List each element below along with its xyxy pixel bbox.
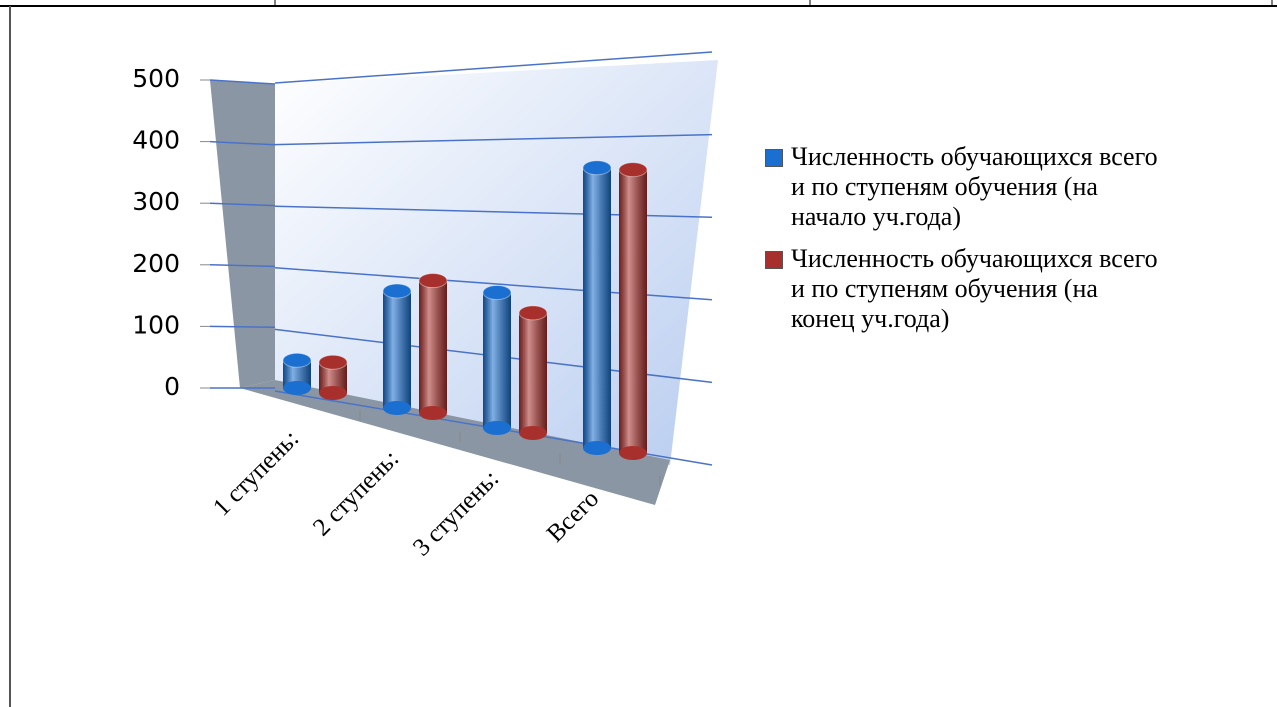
legend-swatch (765, 251, 783, 269)
bar-bottom (283, 381, 311, 395)
bar-shade (483, 292, 511, 428)
x-tick-label: 1 ступень: (208, 425, 304, 521)
y-tick-label: 300 (132, 187, 180, 216)
grid-line (209, 79, 276, 85)
bar (482, 284, 512, 435)
bar (418, 273, 448, 420)
floor (240, 380, 670, 505)
bar-top (318, 354, 348, 370)
bar-shade (519, 312, 547, 433)
legend-swatch (765, 149, 783, 167)
grid-line (209, 264, 276, 268)
grid-line (209, 325, 276, 328)
grid-line (209, 140, 276, 146)
bar-top (618, 162, 648, 178)
legend-entry: Численность обучающихся всего и по ступе… (765, 244, 1165, 334)
bar-shade (383, 290, 411, 408)
y-tick-label: 200 (132, 249, 180, 278)
legend: Численность обучающихся всего и по ступе… (765, 142, 1165, 346)
grid-line (274, 51, 713, 84)
bar-bottom (383, 401, 411, 415)
bar (518, 305, 548, 440)
bar-shade (419, 280, 447, 413)
bar-bottom (519, 426, 547, 440)
bar (318, 354, 348, 400)
y-tick-label: 400 (132, 126, 180, 155)
grid-line (209, 202, 276, 207)
bar-bottom (619, 446, 647, 460)
x-tick-label: 2 ступень: (308, 445, 404, 541)
grid-line (274, 133, 713, 146)
legend-label: Численность обучающихся всего и по ступе… (791, 142, 1158, 231)
bar (282, 352, 312, 395)
y-tick-label: 100 (132, 310, 180, 339)
bar-top (382, 283, 412, 299)
bar-shade (619, 169, 647, 453)
bar-shade (583, 167, 611, 448)
bar-bottom (419, 406, 447, 420)
bar-bottom (319, 386, 347, 400)
bar (582, 160, 612, 455)
y-tick-label: 0 (164, 372, 180, 401)
y-tick-label: 500 (132, 64, 180, 93)
bar-top (282, 352, 312, 368)
legend-entry: Численность обучающихся всего и по ступе… (765, 142, 1165, 232)
bar-top (518, 305, 548, 321)
bar-bottom (583, 441, 611, 455)
bar-top (582, 160, 612, 176)
bar (382, 283, 412, 415)
bar (618, 162, 648, 460)
side-wall (210, 80, 275, 388)
bar-bottom (483, 421, 511, 435)
bar-top (482, 284, 512, 300)
x-tick-label: Всего (542, 485, 604, 547)
x-tick-label: 3 ступень: (408, 465, 504, 561)
bar-top (418, 273, 448, 289)
legend-label: Численность обучающихся всего и по ступе… (791, 244, 1158, 333)
